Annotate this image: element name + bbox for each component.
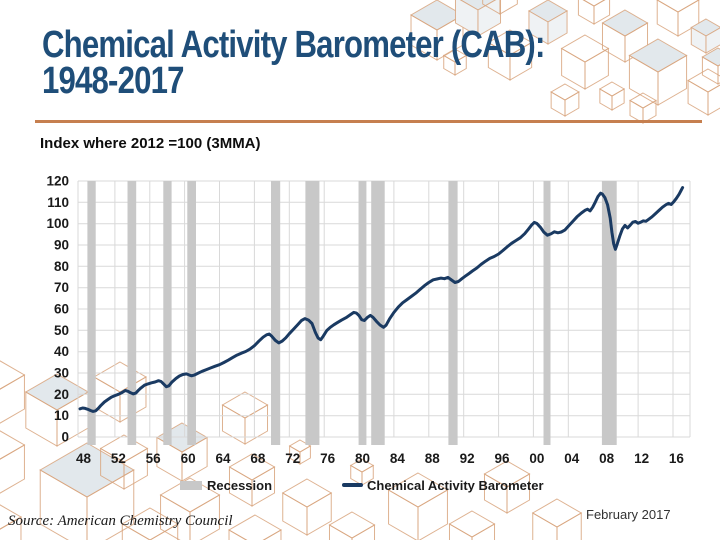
cube-icon	[629, 92, 657, 124]
y-axis-tick-label: 60	[54, 302, 69, 317]
x-axis-tick-label: 60	[181, 451, 196, 466]
cube-icon	[560, 34, 610, 90]
recession-band	[601, 181, 617, 445]
x-axis-tick-label: 72	[285, 451, 300, 466]
y-axis-tick-label: 50	[54, 323, 69, 338]
recession-band	[187, 181, 196, 445]
cube-icon	[527, 0, 569, 45]
x-axis-tick-label: 76	[320, 451, 336, 466]
cube-icon	[601, 9, 649, 63]
cube-icon	[656, 0, 700, 37]
recession-swatch	[180, 480, 202, 490]
x-axis-tick-label: 52	[111, 451, 126, 466]
legend-item-cab: Chemical Activity Barometer	[342, 477, 544, 493]
legend-cab-label: Chemical Activity Barometer	[367, 477, 544, 493]
cab-line-swatch	[342, 483, 363, 487]
index-units-label: Index where 2012 =100 (3MMA)	[40, 135, 261, 152]
recession-bands	[87, 181, 617, 445]
cube-icon	[99, 434, 149, 490]
x-axis-tick-label: 88	[425, 451, 441, 466]
y-axis-tick-label: 80	[54, 259, 69, 274]
cube-icon	[454, 0, 502, 37]
cube-icon	[0, 430, 26, 494]
cube-icon	[483, 460, 531, 514]
x-axis-tick-label: 04	[564, 451, 580, 466]
cube-icon	[577, 0, 611, 25]
y-axis-tick-label: 100	[46, 216, 69, 231]
x-axis-tick-label: 92	[460, 451, 475, 466]
cab-line	[78, 186, 685, 413]
legend-recession-label: Recession	[207, 477, 273, 493]
cube-icon	[550, 83, 580, 117]
y-axis-tick-label: 110	[47, 195, 69, 210]
cube-icon	[121, 507, 179, 540]
x-axis-tick-label: 16	[669, 451, 685, 466]
cube-icon	[281, 478, 333, 536]
x-axis-tick-label: 96	[494, 451, 510, 466]
cube-icon	[328, 511, 376, 540]
cube-icon	[39, 442, 135, 540]
recession-band	[448, 181, 458, 445]
cube-icon	[221, 391, 269, 445]
cube-icon	[0, 504, 22, 540]
y-axis-tick-label: 70	[54, 280, 69, 295]
cube-icon	[482, 0, 518, 15]
y-axis-tick-label: 120	[46, 174, 69, 189]
recession-band	[127, 181, 137, 445]
cube-icon	[598, 81, 626, 111]
cube-icon	[690, 18, 720, 54]
cube-icon	[442, 48, 468, 76]
slide-title-line2: 1948-2017	[42, 60, 184, 102]
y-axis-tick-label: 90	[54, 238, 69, 253]
date-label: February 2017	[586, 507, 671, 522]
recession-band	[305, 181, 320, 445]
y-axis-tick-label: 30	[54, 366, 69, 381]
cube-icon	[387, 472, 449, 540]
title-divider	[35, 120, 702, 123]
x-axis-tick-label: 08	[599, 451, 615, 466]
recession-band	[371, 181, 385, 445]
x-axis-tick-label: 48	[76, 451, 92, 466]
cube-icon	[487, 29, 533, 81]
x-axis-tick-label: 12	[634, 451, 649, 466]
cube-icon	[0, 360, 26, 424]
cube-icon	[228, 453, 276, 507]
cube-icon	[228, 514, 282, 540]
y-axis-tick-label: 0	[61, 430, 69, 445]
recession-band	[543, 181, 551, 445]
x-axis-tick-label: 80	[355, 451, 370, 466]
cube-icon	[24, 373, 90, 447]
cube-icon	[701, 47, 720, 85]
y-axis-tick-label: 40	[54, 344, 69, 359]
recession-band	[358, 181, 367, 445]
slide-title-line1: Chemical Activity Barometer (CAB):	[42, 24, 545, 66]
y-axis-tick-label: 20	[54, 387, 69, 402]
legend-item-recession: Recession	[180, 477, 273, 493]
cube-icon	[531, 498, 583, 540]
y-axis-tick-label: 10	[54, 408, 69, 423]
source-note: Source: American Chemistry Council	[8, 513, 233, 529]
x-axis-tick-label: 64	[215, 451, 231, 466]
x-axis-tick-label: 68	[250, 451, 266, 466]
axis-labels: 0 10 20 30 40 50 60 70 80 90 100 110 120 48 52 56 60 64 68…	[46, 174, 684, 467]
slide-title: Chemical Activity Barometer (CAB): 1948-…	[42, 24, 545, 102]
cube-icon	[628, 38, 688, 106]
x-axis-tick-label: 00	[529, 451, 544, 466]
cube-icon	[159, 477, 221, 540]
x-axis-tick-label: 56	[146, 451, 162, 466]
cube-icon	[448, 510, 496, 540]
cube-icon	[687, 68, 720, 116]
cube-icon	[410, 0, 464, 61]
recession-band	[163, 181, 172, 445]
recession-band	[87, 181, 96, 445]
x-axis-tick-label: 84	[390, 451, 406, 466]
recession-band	[271, 181, 281, 445]
